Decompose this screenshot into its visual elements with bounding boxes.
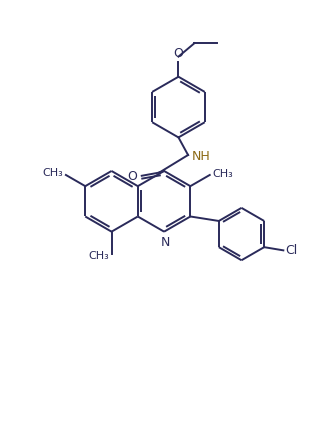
Text: CH₃: CH₃	[212, 169, 233, 179]
Text: CH₃: CH₃	[88, 251, 109, 261]
Text: O: O	[127, 170, 137, 183]
Text: N: N	[160, 235, 170, 249]
Text: CH₃: CH₃	[43, 168, 63, 178]
Text: NH: NH	[192, 150, 211, 163]
Text: Cl: Cl	[285, 244, 297, 257]
Text: O: O	[174, 47, 183, 60]
